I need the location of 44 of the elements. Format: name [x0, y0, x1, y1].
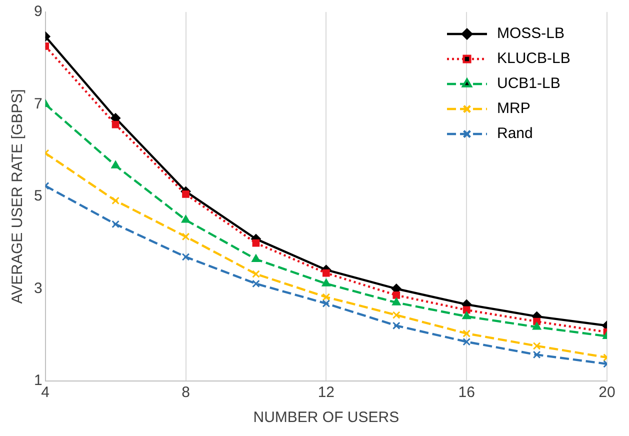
- point: [532, 342, 541, 350]
- point: [112, 120, 120, 128]
- legend-label: UCB1-LB: [497, 75, 560, 92]
- legend-label: MOSS-LB: [497, 25, 565, 42]
- point: [462, 311, 471, 320]
- point: [112, 196, 120, 205]
- y-tick-label: 7: [34, 95, 42, 112]
- y-tick-label: 5: [34, 188, 42, 205]
- x-tick-label: 8: [182, 384, 190, 402]
- point: [182, 190, 190, 198]
- point: [392, 292, 400, 299]
- point: [392, 311, 400, 319]
- point: [182, 232, 190, 241]
- y-tick-label: 1: [34, 372, 42, 390]
- point: [392, 298, 401, 306]
- x-axis-title: NUMBER OF USERS: [253, 409, 400, 426]
- point: [462, 338, 471, 346]
- point: [252, 254, 260, 262]
- point: [462, 306, 470, 314]
- point: [462, 330, 471, 338]
- y-axis-title: AVERAGE USER RATE [GBPS]: [9, 89, 26, 304]
- x-tick-label: 16: [458, 384, 475, 402]
- point: [322, 278, 331, 286]
- y-tick-label: 9: [34, 3, 42, 20]
- point: [111, 160, 120, 168]
- point: [252, 270, 260, 278]
- point: [532, 322, 542, 330]
- point: [392, 322, 400, 330]
- point: [181, 215, 190, 223]
- point: [532, 350, 541, 359]
- legend-label: KLUCB-LB: [497, 50, 570, 68]
- x-tick-label: 4: [41, 384, 50, 402]
- y-tick-label: 3: [34, 280, 42, 297]
- x-tick-label: 12: [318, 384, 335, 402]
- legend-label: MRP: [497, 100, 530, 118]
- point: [322, 300, 330, 308]
- point: [182, 252, 190, 261]
- point: [252, 239, 260, 247]
- point: [322, 269, 330, 277]
- x-tick-label: 20: [598, 384, 616, 402]
- legend-label: Rand: [497, 125, 533, 142]
- point: [112, 220, 120, 228]
- point: [252, 280, 260, 288]
- point: [322, 293, 330, 301]
